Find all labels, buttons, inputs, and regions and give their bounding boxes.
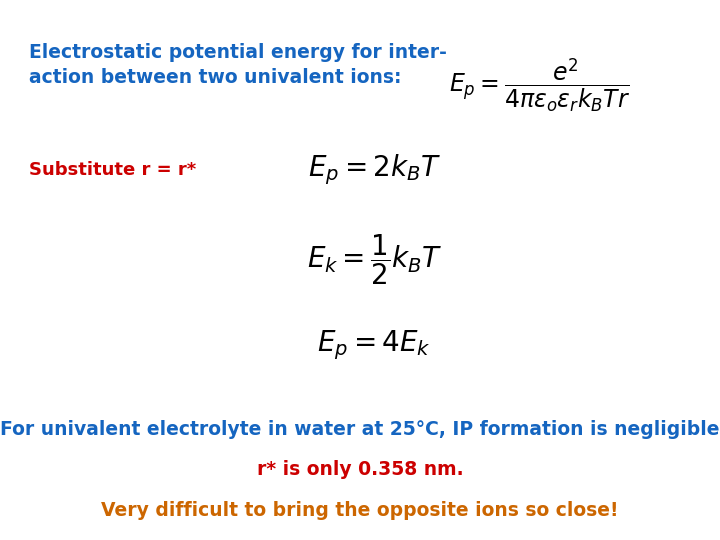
Text: Substitute r = r*: Substitute r = r* [29,161,196,179]
Text: r* is only 0.358 nm.: r* is only 0.358 nm. [257,460,463,480]
Text: $E_k = \dfrac{1}{2}k_B T$: $E_k = \dfrac{1}{2}k_B T$ [307,232,442,287]
Text: Electrostatic potential energy for inter-
action between two univalent ions:: Electrostatic potential energy for inter… [29,43,446,87]
Text: $E_p = 4E_k$: $E_p = 4E_k$ [318,329,431,362]
Text: $E_p = 2k_B T$: $E_p = 2k_B T$ [307,153,441,187]
Text: Very difficult to bring the opposite ions so close!: Very difficult to bring the opposite ion… [102,501,618,520]
Text: $E_p = \dfrac{e^2}{4\pi\epsilon_o\epsilon_r k_B T r}$: $E_p = \dfrac{e^2}{4\pi\epsilon_o\epsilo… [449,57,631,114]
Text: For univalent electrolyte in water at 25°C, IP formation is negligible: For univalent electrolyte in water at 25… [0,420,720,439]
